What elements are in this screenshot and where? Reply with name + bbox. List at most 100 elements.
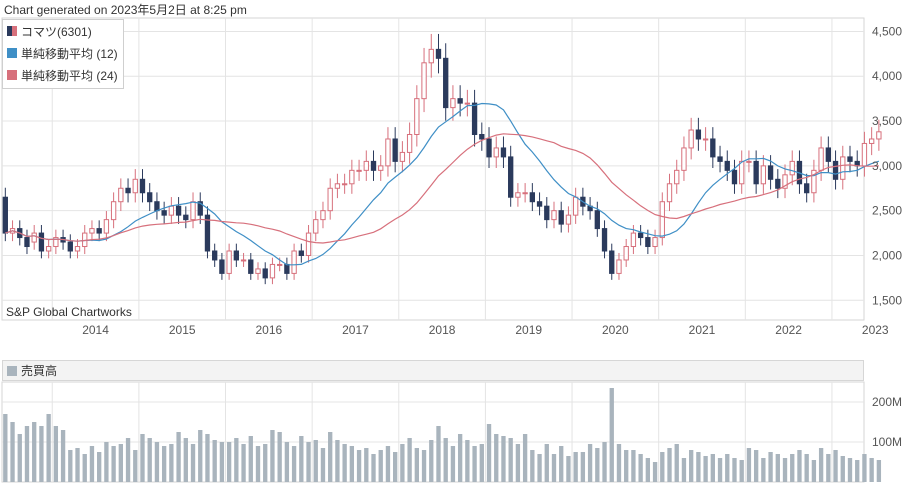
candle-body (399, 151, 406, 162)
volume-bar (602, 442, 607, 482)
candle-body (623, 246, 629, 261)
volume-bar (681, 458, 687, 482)
candle-body (731, 169, 738, 185)
candle-body (190, 201, 196, 221)
legend-label: 単純移動平均 (24) (21, 68, 118, 83)
candle-body (103, 219, 110, 234)
volume-bar (241, 444, 246, 482)
candle-body (695, 129, 702, 140)
candle-body (406, 133, 413, 153)
volume-bar (176, 432, 181, 482)
candle-body (248, 259, 254, 274)
candle-body (392, 138, 398, 162)
volume-bar (270, 430, 275, 482)
candle-body (565, 214, 572, 225)
volume-bar (118, 444, 123, 482)
volume-bar (190, 444, 196, 482)
volume-bar (75, 448, 80, 482)
volume-bar (551, 454, 557, 482)
candle-body (443, 57, 449, 109)
volume-bar (97, 452, 102, 482)
volume-bar (82, 454, 87, 482)
candle-body (609, 250, 615, 274)
candle-body (637, 232, 644, 239)
moving-average-line (5, 133, 879, 244)
candle-body (471, 102, 478, 135)
volume-bar (183, 438, 188, 482)
candle-body (24, 237, 30, 248)
candle-body (861, 142, 868, 167)
volume-tick-label: 200M (872, 395, 902, 409)
volume-bar (385, 446, 391, 482)
legend-label: 単純移動平均 (12) (21, 46, 118, 61)
volume-bar (24, 426, 30, 482)
moving-average-line (5, 102, 880, 266)
candle-body (118, 187, 124, 203)
volume-bar (356, 450, 362, 482)
candle-body (38, 232, 45, 252)
candle-body (226, 250, 232, 274)
candle-body (825, 147, 832, 162)
legend-item-price[interactable]: コマツ(6301) (3, 20, 123, 42)
chart-generated-text: Chart generated on 2023年5月2日 at 8:25 pm (4, 3, 247, 17)
candle-body (674, 169, 680, 185)
volume-bar (349, 446, 355, 482)
volume-bar (624, 450, 629, 482)
candle-body (356, 169, 362, 172)
candle-body (2, 196, 8, 234)
volume-axis: 100M 200M (872, 395, 902, 449)
volume-bar (667, 448, 672, 482)
candle-body (529, 192, 536, 203)
chart-legend: コマツ(6301) 単純移動平均 (12) 単純移動平均 (24) (2, 19, 124, 89)
candle-body (594, 210, 600, 230)
candle-body (500, 147, 507, 158)
legend-item-ma12[interactable]: 単純移動平均 (12) (3, 42, 123, 64)
volume-bar (804, 454, 809, 482)
candle-body (659, 201, 665, 239)
time-tick-label: 2015 (169, 323, 196, 337)
candle-body (760, 165, 767, 185)
volume-bar (371, 454, 376, 482)
price-candles (2, 33, 882, 285)
volume-bar (154, 442, 160, 482)
volume-bar (674, 444, 679, 482)
candle-body (139, 178, 146, 194)
candle-body (775, 178, 781, 189)
volume-bar (421, 450, 427, 482)
volume-bar (111, 446, 116, 482)
candle-body (645, 237, 651, 248)
volume-bar (378, 450, 383, 482)
candle-body (666, 183, 673, 203)
candle-body (183, 214, 189, 221)
volume-bar (234, 438, 239, 482)
volume-bar (717, 458, 723, 482)
candle-body (464, 102, 471, 105)
candle-body (789, 160, 795, 176)
volume-bar (566, 456, 571, 482)
price-axis: 1,500 2,000 2,500 3,000 3,500 4,000 4,500 (872, 24, 902, 307)
time-tick-label: 2023 (862, 323, 889, 337)
volume-bar (703, 456, 708, 482)
volume-swatch-icon (7, 365, 17, 376)
candle-body (551, 210, 557, 221)
volume-bar (17, 434, 22, 482)
candle-body (717, 156, 723, 162)
volume-bar (39, 426, 44, 482)
candle-body (457, 98, 463, 104)
volume-bar (710, 454, 715, 482)
candle-body (767, 165, 774, 180)
volume-bar (660, 452, 665, 482)
volume-bar (140, 434, 145, 482)
moving-average-lines (5, 102, 880, 266)
volume-bar (284, 442, 290, 482)
candle-body (89, 228, 95, 234)
volume-bar (125, 438, 131, 482)
candle-body (154, 201, 160, 212)
candle-body (681, 147, 687, 171)
volume-bar (739, 460, 744, 482)
volume-panel-header: 売買高 (2, 360, 864, 381)
price-tick-label: 4,000 (872, 69, 902, 83)
legend-item-ma24[interactable]: 単純移動平均 (24) (3, 64, 123, 86)
legend-swatch-icon (7, 70, 17, 80)
